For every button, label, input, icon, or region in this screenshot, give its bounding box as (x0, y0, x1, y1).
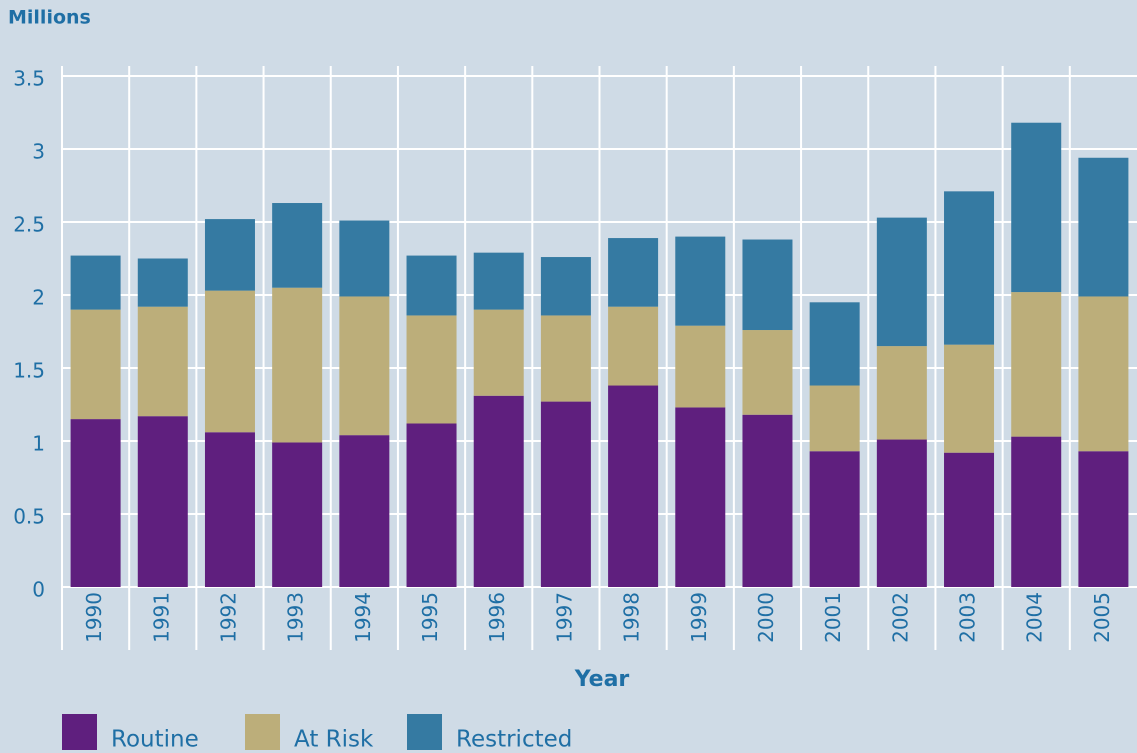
bar-segment (339, 220, 390, 297)
bar-segment (675, 325, 726, 408)
bar-segment (944, 191, 995, 345)
bar-segment (272, 203, 323, 288)
bar-segment (742, 239, 793, 331)
legend-swatch (62, 714, 97, 750)
y-tick-label: 0.5 (13, 505, 45, 529)
bar-segment (272, 287, 323, 443)
bar-segment (876, 217, 927, 347)
bar-segment (540, 257, 591, 316)
bar-segment (137, 306, 188, 417)
x-axis-label: Year (574, 667, 630, 692)
bar-segment (1011, 122, 1062, 293)
bar-segment (70, 419, 121, 587)
bar-segment (204, 219, 255, 291)
bar-segment (137, 258, 188, 307)
bar-segment (608, 238, 659, 307)
bar-segment (742, 414, 793, 587)
legend-label: At Risk (294, 727, 374, 753)
y-tick-label: 3.5 (13, 67, 45, 91)
bar-segment (137, 416, 188, 587)
bar-segment (944, 452, 995, 587)
bar-segment (809, 451, 860, 587)
y-tick-label: 2 (32, 286, 45, 310)
bar-segment (876, 346, 927, 440)
bar-segment (809, 302, 860, 386)
bar-segment (540, 401, 591, 587)
bar-segment (204, 290, 255, 433)
bar-segment (1011, 436, 1062, 587)
bar-segment (608, 306, 659, 386)
x-tick-label: 2000 (754, 592, 778, 643)
y-tick-label: 0 (32, 578, 45, 602)
bar-segment (608, 385, 659, 587)
bar-segment (406, 255, 457, 316)
bar-segment (675, 407, 726, 587)
chart-title: Millions (8, 7, 91, 29)
bar-segment (339, 435, 390, 587)
legend-label: Routine (111, 727, 199, 753)
bar-segment (675, 236, 726, 326)
bar-segment (876, 439, 927, 587)
x-tick-label: 1997 (552, 592, 576, 643)
bar-segment (70, 309, 121, 420)
bar-segment (1011, 292, 1062, 437)
bar-segment (742, 330, 793, 415)
x-tick-label: 1993 (284, 592, 308, 643)
x-tick-label: 2002 (888, 592, 912, 643)
bar-segment (473, 309, 524, 396)
x-tick-label: 2003 (956, 592, 980, 643)
x-tick-label: 1992 (216, 592, 240, 643)
bar-segment (944, 344, 995, 453)
bar-segment (473, 252, 524, 310)
y-tick-label: 2.5 (13, 213, 45, 237)
bar-segment (70, 255, 121, 310)
x-tick-label: 2004 (1023, 592, 1047, 643)
x-tick-label: 1994 (351, 592, 375, 643)
bar-segment (809, 385, 860, 452)
bar-segment (406, 423, 457, 587)
legend-label: Restricted (456, 727, 572, 753)
x-tick-label: 1990 (82, 592, 106, 643)
bar-segment (1078, 296, 1129, 452)
bar-segment (204, 432, 255, 587)
legend-swatch (407, 714, 442, 750)
bar-segment (1078, 451, 1129, 587)
bar-segment (406, 315, 457, 424)
x-tick-label: 1998 (620, 592, 644, 643)
x-tick-label: 1995 (418, 592, 442, 643)
y-tick-label: 3 (32, 140, 45, 164)
bar-segment (339, 296, 390, 436)
bar-segment (540, 315, 591, 402)
x-tick-label: 1996 (485, 592, 509, 643)
x-tick-label: 1999 (687, 592, 711, 643)
bar-segment (1078, 157, 1129, 297)
x-tick-label: 2001 (821, 592, 845, 643)
legend-swatch (245, 714, 280, 750)
x-tick-label: 2005 (1090, 592, 1114, 643)
bar-segment (272, 442, 323, 587)
bar-segment (473, 395, 524, 587)
y-tick-label: 1 (32, 432, 45, 456)
y-tick-label: 1.5 (13, 359, 45, 383)
x-tick-label: 1991 (149, 592, 173, 643)
